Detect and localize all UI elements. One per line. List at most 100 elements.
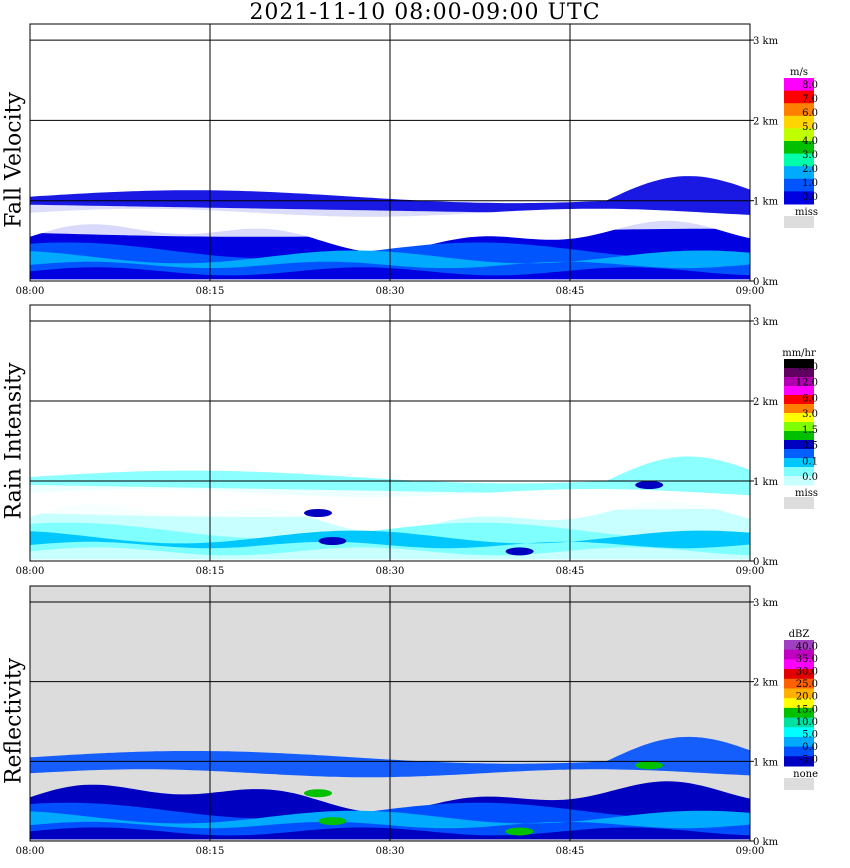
x-tick-label: 08:00 [16,846,45,857]
intense-core [304,509,332,517]
legend-label: 0.0 [802,472,818,483]
legend-swatch [784,431,814,441]
legend-label: 3.0 [802,150,818,161]
legend-swatch [784,153,814,167]
y-tick-label: 2 km [753,397,779,408]
legend-missing-swatch [784,497,814,509]
legend-swatch [784,449,814,459]
legend-label: 5.0 [802,730,818,741]
legend-swatch [784,649,814,660]
legend-swatch [784,659,814,670]
legend-swatch [784,368,814,378]
intense-core [304,789,332,798]
legend-label: 35.0 [796,654,818,665]
legend-swatch [784,422,814,432]
legend-swatch [784,90,814,104]
x-tick-label: 08:00 [16,286,45,297]
legend-label: 6.0 [802,108,818,119]
y-tick-label: 0 km [753,837,779,848]
legend-label: 6.0 [802,393,818,404]
x-tick-label: 08:30 [376,846,405,857]
legend-swatch [784,386,814,396]
x-tick-label: 08:00 [16,566,45,577]
y-tick-label: 3 km [753,317,779,328]
y-tick-label: 1 km [753,477,779,488]
intense-core [505,547,534,556]
intense-core [635,481,664,489]
chart-title: 2021-11-10 08:00-09:00 UTC [249,0,601,25]
legend-label: 30.0 [796,667,818,678]
legend-label: 5.0 [802,122,818,133]
legend-swatch [784,128,814,142]
legend-unit: mm/hr [782,348,816,359]
plot-frame [29,23,751,282]
legend-label: 10.0 [796,717,818,728]
legend-label: 40.0 [796,641,818,652]
legend-swatch [784,756,814,767]
y-tick-label: 3 km [753,598,779,609]
x-tick-label: 08:15 [196,566,225,577]
x-tick-label: 08:45 [556,566,585,577]
legend-label: 25.0 [796,679,818,690]
legend-1: m/s 8.0 7.0 6.0 5.0 4.0 3.0 2.0 1.0 0.0 miss [784,67,818,228]
legend-unit: dBZ [789,629,810,640]
legend-label: 3.0 [802,409,818,420]
x-tick-label: 09:00 [736,846,765,857]
legend-label: 1.0 [802,178,818,189]
legend-swatch [784,707,814,719]
x-tick-label: 08:45 [556,286,585,297]
legend-label: 2.0 [802,164,818,175]
legend-label: -5.0 [799,755,818,766]
legend-missing-swatch [784,778,814,790]
legend-swatch [784,736,814,748]
y-tick-label: 3 km [753,36,779,47]
x-tick-label: 09:00 [736,286,765,297]
legend-unit: m/s [790,67,808,78]
y-tick-label: 0 km [753,557,779,568]
x-tick-label: 09:00 [736,566,765,577]
legend-swatch [784,166,814,180]
legend-swatch [784,141,814,155]
legend-2: mm/hr 48.0 12.0 6.0 3.0 1.5 0.5 0.1 0.0 miss [782,348,818,509]
legend-swatch [784,698,814,709]
legend-swatch [784,377,814,387]
legend-swatch [784,359,814,369]
y-tick-label: 2 km [753,116,779,127]
legend-label: 0.0 [802,742,818,753]
intense-core [318,817,347,826]
legend-missing-label: miss [795,488,818,499]
legend-swatch [784,476,814,486]
x-tick-label: 08:15 [196,846,225,857]
plot-frame [29,304,751,562]
legend-label: 0.0 [802,192,818,203]
legend-missing-label: miss [795,207,818,218]
x-tick-label: 08:15 [196,286,225,297]
legend-label: 8.0 [802,80,818,91]
legend-label: 48.0 [796,362,818,373]
legend-swatch [784,103,814,117]
legend-label: 15.0 [796,704,818,715]
legend-swatch [784,191,814,205]
legend-swatch [784,688,814,699]
legend-swatch [784,178,814,192]
panel-2: 0 km 1 km 2 km 3 km 08:00 08:15 08:30 08:45 09:0… [16,304,818,577]
legend-swatch [784,395,814,405]
legend-swatch [784,640,814,651]
legend-label: 7.0 [802,94,818,105]
y-tick-label: 1 km [753,197,779,208]
legend-swatch [784,717,814,728]
x-tick-label: 08:30 [376,566,405,577]
legend-label: 20.0 [796,692,818,703]
y-tick-label: 1 km [753,757,779,768]
legend-swatch [784,467,814,477]
legend-label: 0.5 [802,441,818,452]
legend-label: 12.0 [796,378,818,389]
y-tick-label: 2 km [753,678,779,689]
panel-1: 0 km 1 km 2 km 3 km 08:00 08:15 08:30 08:45 09:0… [16,23,818,297]
legend-swatch [784,678,814,689]
x-tick-label: 08:45 [556,846,585,857]
legend-missing-swatch [784,216,814,228]
legend-label: 1.5 [802,425,818,436]
